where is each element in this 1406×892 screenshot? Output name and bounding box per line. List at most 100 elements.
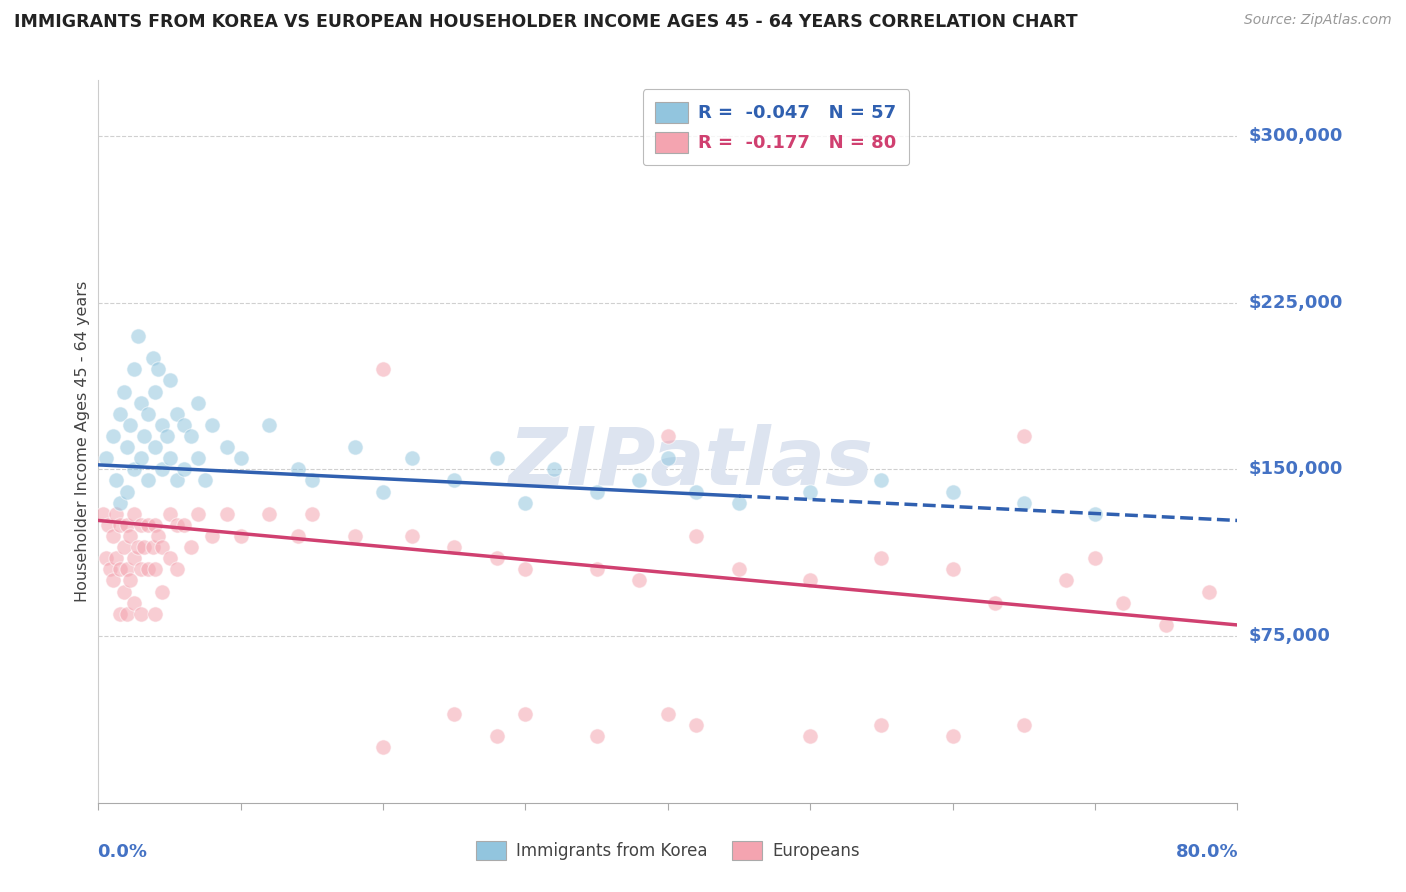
Point <box>145 384 167 399</box>
Point <box>101 574 124 588</box>
Point <box>287 529 309 543</box>
Point <box>215 507 238 521</box>
Point <box>118 417 141 432</box>
Point <box>259 507 281 521</box>
Point <box>129 395 152 409</box>
Point <box>166 474 188 488</box>
Point <box>136 407 159 421</box>
Point <box>585 562 607 576</box>
Point <box>159 551 181 566</box>
Point <box>942 562 965 576</box>
Point <box>101 529 124 543</box>
Point <box>97 517 120 532</box>
Text: $225,000: $225,000 <box>1249 293 1343 311</box>
Point <box>141 540 163 554</box>
Point <box>1154 618 1177 632</box>
Point <box>152 540 174 554</box>
Point <box>1198 584 1220 599</box>
Point <box>401 451 423 466</box>
Point <box>122 596 145 610</box>
Point <box>180 540 202 554</box>
Point <box>657 706 679 721</box>
Point <box>628 474 651 488</box>
Point <box>728 496 751 510</box>
Point <box>301 507 323 521</box>
Point <box>148 362 170 376</box>
Point <box>1056 574 1078 588</box>
Point <box>685 529 707 543</box>
Point <box>515 562 537 576</box>
Point <box>443 474 465 488</box>
Point <box>942 729 965 743</box>
Point <box>122 551 145 566</box>
Point <box>129 562 152 576</box>
Point <box>129 607 152 621</box>
Legend: Immigrants from Korea, Europeans: Immigrants from Korea, Europeans <box>470 834 866 867</box>
Point <box>486 551 509 566</box>
Point <box>127 540 149 554</box>
Point <box>145 440 167 454</box>
Point <box>91 507 114 521</box>
Point <box>94 551 117 566</box>
Text: $150,000: $150,000 <box>1249 460 1343 478</box>
Point <box>166 517 188 532</box>
Point <box>145 517 167 532</box>
Point <box>1084 551 1107 566</box>
Point <box>141 351 163 366</box>
Point <box>115 440 138 454</box>
Point <box>159 373 181 387</box>
Point <box>118 529 141 543</box>
Point <box>685 718 707 732</box>
Point <box>94 451 117 466</box>
Point <box>115 562 138 576</box>
Point <box>685 484 707 499</box>
Text: $75,000: $75,000 <box>1249 627 1330 645</box>
Point <box>799 574 821 588</box>
Point <box>486 729 509 743</box>
Point <box>443 706 465 721</box>
Point <box>343 529 366 543</box>
Point <box>657 451 679 466</box>
Point <box>108 607 131 621</box>
Point <box>122 462 145 476</box>
Point <box>108 496 131 510</box>
Point <box>443 540 465 554</box>
Point <box>132 540 155 554</box>
Point <box>201 529 224 543</box>
Point <box>136 517 159 532</box>
Point <box>104 551 127 566</box>
Point <box>585 484 607 499</box>
Point <box>1084 507 1107 521</box>
Point <box>187 395 209 409</box>
Point <box>870 551 893 566</box>
Point <box>122 362 145 376</box>
Point <box>145 562 167 576</box>
Point <box>799 729 821 743</box>
Point <box>104 507 127 521</box>
Point <box>984 596 1007 610</box>
Point <box>148 529 170 543</box>
Point <box>108 562 131 576</box>
Point <box>543 462 565 476</box>
Text: 0.0%: 0.0% <box>97 843 148 861</box>
Point <box>115 484 138 499</box>
Point <box>1112 596 1135 610</box>
Text: Source: ZipAtlas.com: Source: ZipAtlas.com <box>1244 13 1392 28</box>
Point <box>799 484 821 499</box>
Point <box>136 562 159 576</box>
Point <box>259 417 281 432</box>
Point <box>166 562 188 576</box>
Point <box>1012 496 1035 510</box>
Point <box>173 517 195 532</box>
Point <box>728 562 751 576</box>
Point <box>515 496 537 510</box>
Text: IMMIGRANTS FROM KOREA VS EUROPEAN HOUSEHOLDER INCOME AGES 45 - 64 YEARS CORRELAT: IMMIGRANTS FROM KOREA VS EUROPEAN HOUSEH… <box>14 13 1077 31</box>
Point <box>115 517 138 532</box>
Point <box>118 574 141 588</box>
Point <box>159 507 181 521</box>
Point <box>585 729 607 743</box>
Point <box>129 451 152 466</box>
Y-axis label: Householder Income Ages 45 - 64 years: Householder Income Ages 45 - 64 years <box>75 281 90 602</box>
Point <box>159 451 181 466</box>
Point <box>129 517 152 532</box>
